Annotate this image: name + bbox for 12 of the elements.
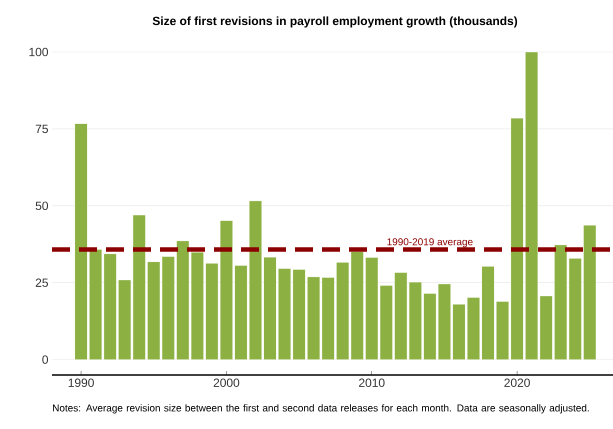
x-tick-label: 1990 [68, 378, 94, 387]
y-tick-label: 75 [36, 124, 48, 134]
ref-line-label: 1990-2019 average [387, 238, 473, 248]
y-tick-label: 50 [36, 202, 48, 210]
y-tick-label: 100 [29, 48, 48, 56]
x-tick-label: 2000 [214, 378, 240, 387]
x-tick-label: 2020 [504, 378, 530, 387]
chart-title: Size of first revisions in payroll employment growth (thousands) [152, 16, 518, 28]
x-tick-label: 2010 [359, 378, 385, 387]
y-tick-label: 0 [42, 355, 48, 364]
y-tick-label: 25 [36, 278, 48, 287]
text: Notes: Average revision size between the first and second data releases for each month. Data are seasonally adjusted. [53, 404, 589, 414]
